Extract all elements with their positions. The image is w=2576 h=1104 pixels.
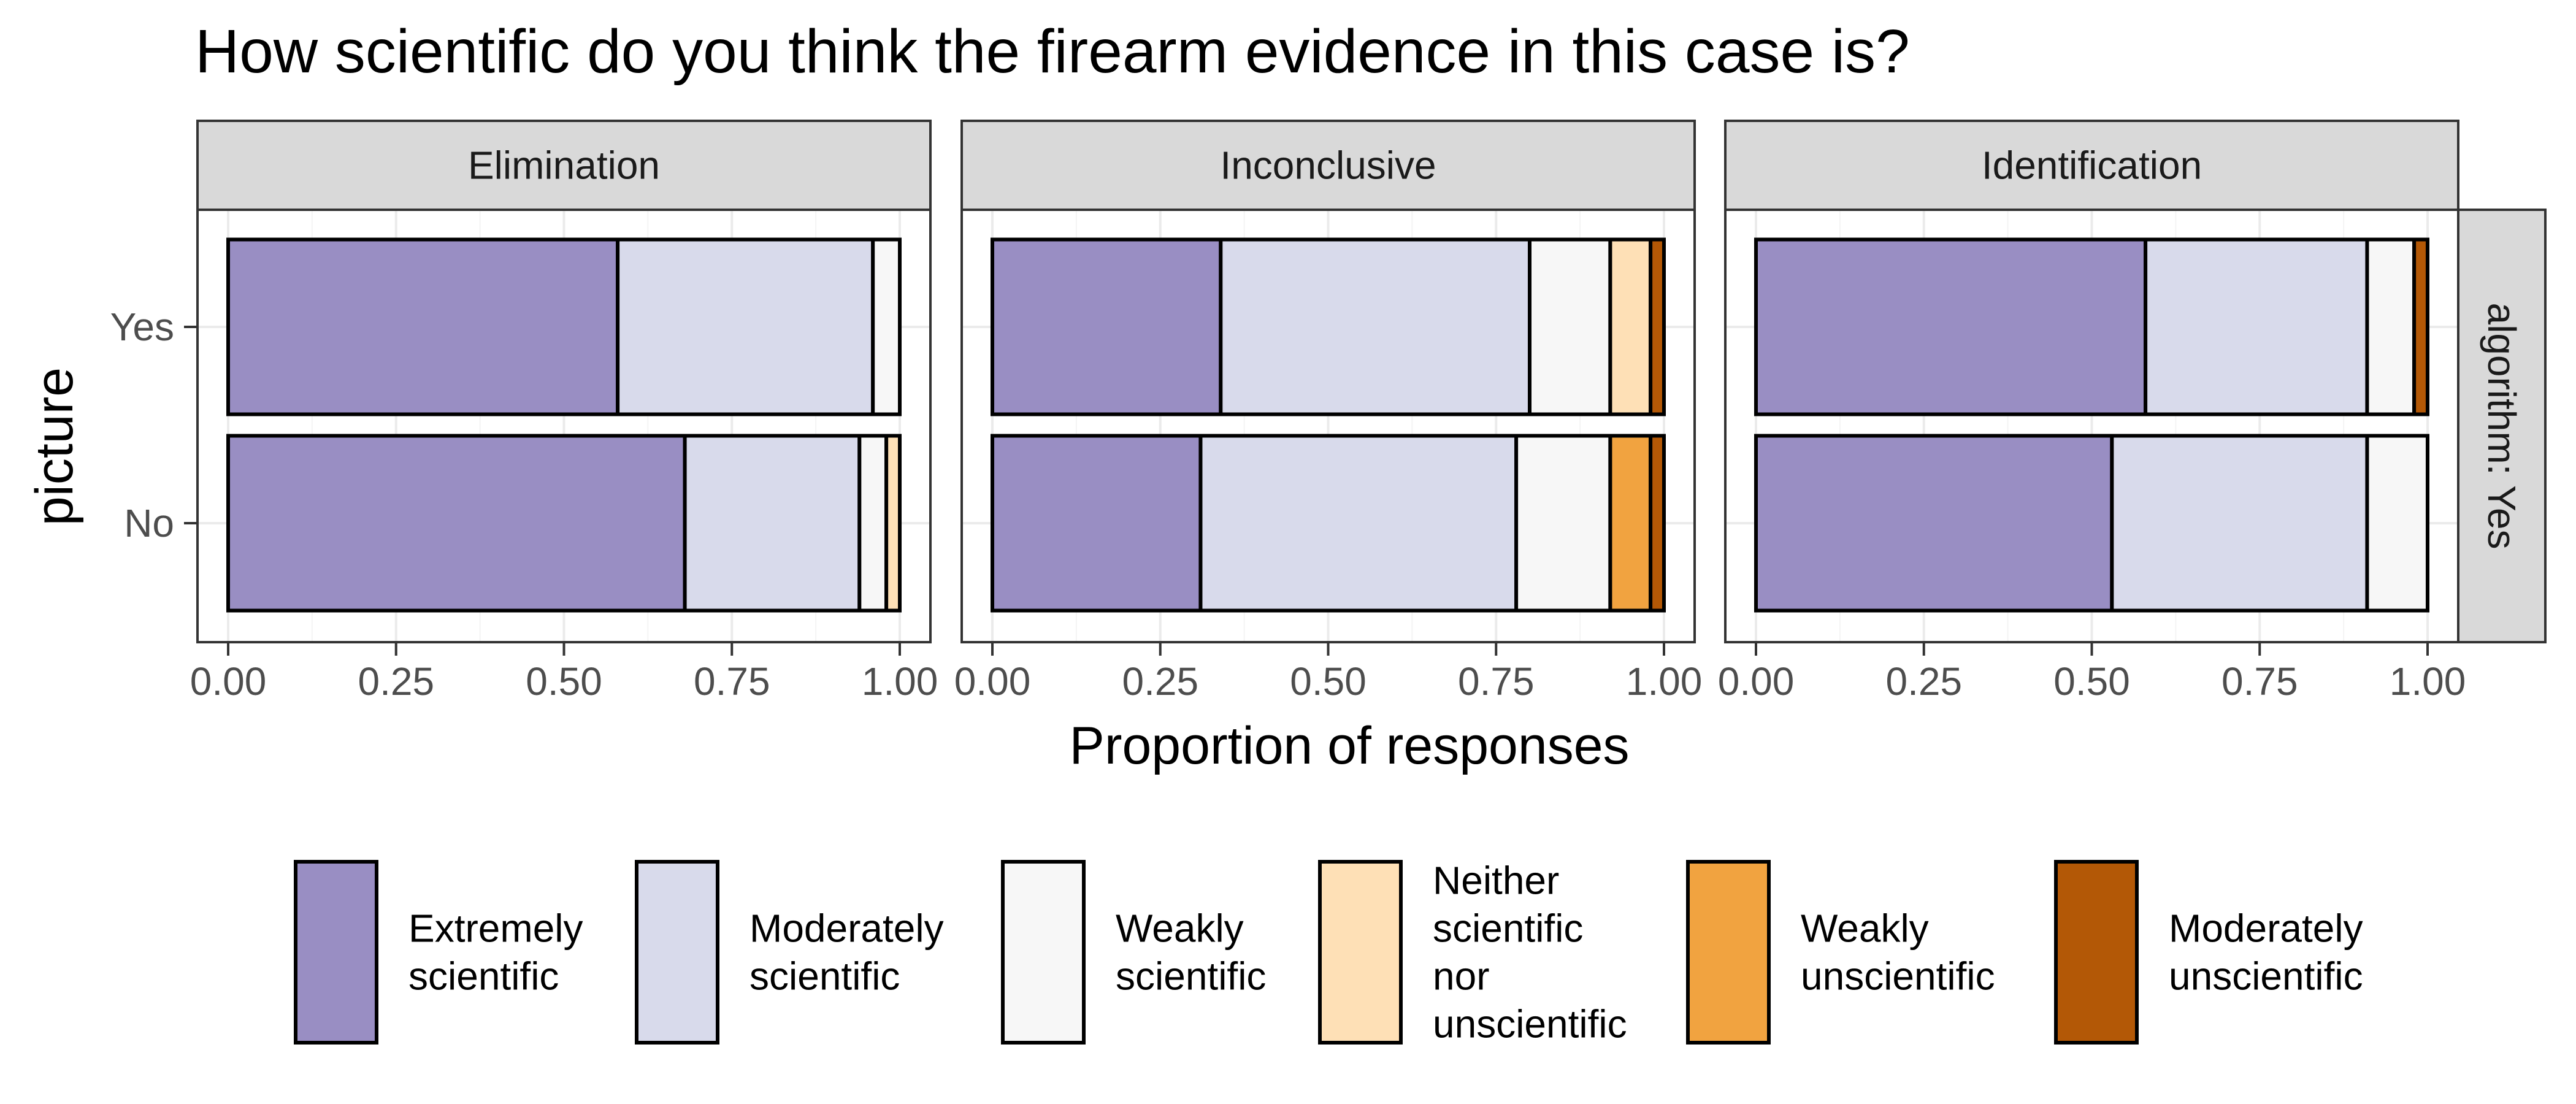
row-strip: algorithm: Yes	[2457, 209, 2547, 643]
bar-segment	[226, 237, 620, 416]
y-tick-label: Yes	[110, 305, 174, 349]
bar-segment	[1754, 237, 2148, 416]
legend-label: Weakly scientific	[1116, 907, 1266, 999]
bar-segment	[1198, 434, 1519, 613]
x-tick-label: 0.50	[1290, 659, 1367, 703]
facet-strip	[960, 120, 1696, 211]
facet-panel: Elimination 0.00 0.25 0.50 0.75 1.00	[190, 120, 938, 703]
x-tick-label: 1.00	[2390, 659, 2466, 703]
y-axis: Yes No	[110, 305, 197, 545]
x-tick-label: 0.25	[1885, 659, 1962, 703]
legend-item: Moderately scientific	[635, 860, 944, 1045]
x-tick-label: 1.00	[1626, 659, 1703, 703]
bar-segment	[1514, 434, 1612, 613]
bar-segment	[2412, 237, 2430, 416]
legend-label-line: Extremely	[408, 907, 583, 951]
bar-segment	[1608, 434, 1653, 613]
legend-label-line: unscientific	[1433, 1002, 1627, 1046]
bar-segment	[991, 434, 1203, 613]
bar-segment	[2365, 434, 2429, 613]
x-tick-label: 0.50	[526, 659, 602, 703]
bar-segment	[2144, 237, 2369, 416]
legend-swatch	[1686, 860, 1771, 1045]
facet-strip-label: Inconclusive	[1220, 144, 1436, 188]
bar-segment	[2110, 434, 2369, 613]
legend-item: Extremely scientific	[294, 860, 583, 1045]
bar-segment	[1649, 434, 1666, 613]
legend-label-line: Moderately	[749, 907, 944, 951]
legend-label: Moderately scientific	[749, 907, 944, 999]
legend-swatch	[635, 860, 719, 1045]
bar-segment	[1219, 237, 1532, 416]
y-axis-title: picture	[25, 367, 84, 526]
bar-segment	[1754, 434, 2114, 613]
facet-strip-label: Elimination	[468, 144, 660, 188]
bar-segment	[226, 434, 687, 613]
legend-item: Weakly unscientific	[1686, 860, 1995, 1045]
x-tick-label: 0.75	[1458, 659, 1535, 703]
legend-label-line: Moderately	[2169, 907, 2363, 951]
bar-segment	[2365, 237, 2417, 416]
x-tick-label: 0.50	[2053, 659, 2130, 703]
y-tick-label: No	[124, 501, 174, 545]
legend-label: Extremely scientific	[408, 907, 583, 999]
legend-label: Neither scientific nor unscientific	[1433, 859, 1627, 1046]
legend-label-line: Weakly	[1801, 907, 1929, 951]
x-tick-label: 0.75	[694, 659, 770, 703]
legend-swatch	[1318, 860, 1403, 1045]
x-tick-label: 0.00	[1718, 659, 1795, 703]
legend-label-line: scientific	[749, 954, 900, 999]
bar-segment	[616, 237, 875, 416]
x-tick-label: 0.25	[1122, 659, 1198, 703]
bar-segment	[884, 434, 902, 613]
row-strip-label: algorithm: Yes	[2480, 302, 2524, 549]
x-tick-label: 0.00	[190, 659, 267, 703]
legend-swatch	[294, 860, 378, 1045]
bar-segment	[1528, 237, 1612, 416]
legend-label: Moderately unscientific	[2169, 907, 2363, 999]
legend-label-line: scientific	[408, 954, 559, 999]
legend-label-line: nor	[1433, 954, 1490, 999]
facet-panel: Inconclusive 0.00 0.25 0.50 0.75 1.00	[954, 120, 1703, 703]
facet-strip	[196, 120, 932, 211]
legend-label-line: scientific	[1433, 907, 1583, 951]
bar-segment	[857, 434, 889, 613]
bar-segment	[683, 434, 862, 613]
bar-segment	[871, 237, 902, 416]
legend-label-line: scientific	[1116, 954, 1266, 999]
x-tick-label: 0.25	[358, 659, 434, 703]
bar-segment	[1608, 237, 1653, 416]
x-tick-label: 0.75	[2221, 659, 2298, 703]
legend-item: Moderately unscientific	[2054, 860, 2363, 1045]
x-tick-label: 1.00	[862, 659, 938, 703]
legend-label-line: Weakly	[1116, 907, 1244, 951]
facet-strip-label: Identification	[1982, 144, 2202, 188]
x-tick-label: 0.00	[954, 659, 1031, 703]
legend-swatch	[1001, 860, 1086, 1045]
legend-swatch	[2054, 860, 2139, 1045]
legend-item: Neither scientific nor unscientific	[1318, 859, 1627, 1046]
legend-label-line: unscientific	[2169, 954, 2363, 999]
x-axis-title: Proportion of responses	[1069, 716, 1629, 775]
row-strip-box	[2457, 209, 2547, 643]
bar-segment	[1649, 237, 1666, 416]
legend-item: Weakly scientific	[1001, 860, 1266, 1045]
bar-segment	[991, 237, 1223, 416]
facet-panel: Identification 0.00 0.25 0.50 0.75 1.00	[1718, 120, 2466, 703]
legend-label-line: unscientific	[1801, 954, 1995, 999]
chart-title: How scientific do you think the firearm …	[195, 17, 1910, 86]
facet-strip	[1724, 120, 2459, 211]
legend-label-line: Neither	[1433, 859, 1559, 903]
legend-label: Weakly unscientific	[1801, 907, 1995, 999]
